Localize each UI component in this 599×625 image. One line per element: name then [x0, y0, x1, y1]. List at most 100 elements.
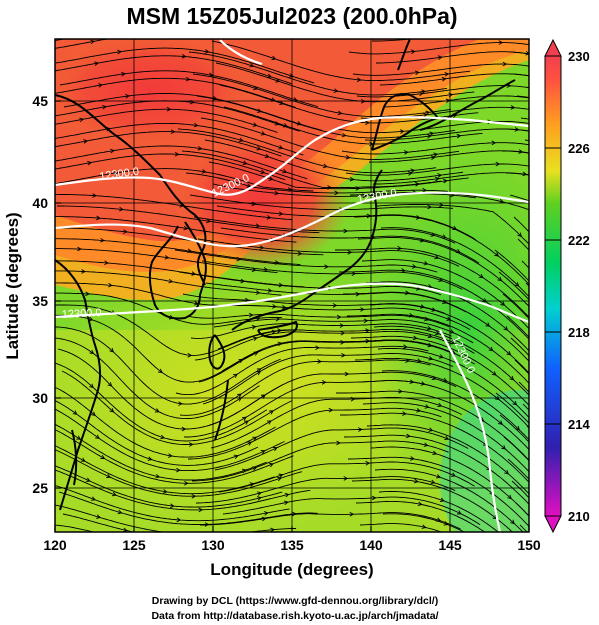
colorbar-label: 214 — [568, 417, 590, 432]
streamline-arrow — [418, 91, 424, 97]
streamline-arrow — [456, 133, 462, 139]
streamline-arrow — [89, 349, 95, 355]
streamline-arrow — [176, 467, 181, 473]
streamline-arrow — [275, 78, 281, 83]
streamline-arrow — [317, 359, 323, 364]
streamline-arrow — [266, 73, 272, 78]
streamline-arrow — [365, 338, 371, 344]
streamline-arrow — [415, 215, 421, 220]
streamline-arrow — [85, 291, 90, 297]
streamline-arrow — [282, 168, 288, 174]
streamline — [351, 478, 514, 532]
streamline-arrow — [428, 356, 434, 361]
streamline — [211, 40, 471, 82]
streamline — [59, 70, 319, 108]
streamline-arrow — [451, 472, 456, 477]
streamline — [189, 194, 454, 211]
streamline-arrow — [419, 237, 425, 243]
streamline-arrow — [238, 137, 244, 143]
streamline-arrow — [398, 389, 403, 394]
streamline-arrow — [336, 314, 342, 320]
streamline-arrow — [514, 282, 520, 287]
streamline — [216, 205, 476, 240]
streamline-arrow — [324, 264, 329, 269]
coast-korea — [148, 221, 207, 320]
streamline — [539, 492, 540, 494]
streamline-arrow — [189, 99, 195, 105]
coast-kyushu — [208, 334, 226, 370]
streamline-arrow — [255, 223, 261, 229]
streamline-arrow — [351, 271, 357, 276]
streamline-arrow — [498, 420, 503, 425]
coast-taiwan — [71, 429, 78, 486]
streamline-arrow — [155, 473, 161, 479]
streamline-arrow — [333, 88, 339, 93]
streamline-arrow — [485, 322, 491, 327]
streamline-arrow — [244, 297, 250, 303]
streamline-arrow — [410, 49, 416, 55]
streamline-arrow — [427, 342, 433, 348]
streamline-arrow — [360, 99, 366, 104]
streamline-arrow — [405, 290, 410, 296]
streamline-arrow — [439, 497, 445, 502]
streamline — [55, 423, 267, 481]
streamline-arrow — [92, 193, 97, 198]
streamline — [55, 304, 298, 356]
streamline — [55, 168, 314, 192]
streamline-arrow — [252, 122, 258, 127]
streamline — [198, 340, 453, 383]
streamline-arrow — [334, 190, 340, 196]
streamline-arrow — [401, 268, 406, 273]
streamline-arrow — [434, 176, 440, 182]
streamline-arrow — [277, 476, 282, 482]
streamline — [190, 323, 452, 339]
streamline — [337, 120, 529, 134]
streamline-arrow — [91, 411, 96, 416]
streamline — [361, 259, 529, 330]
streamline — [55, 400, 259, 466]
streamline-arrow — [422, 112, 428, 118]
streamline-arrow — [424, 404, 430, 409]
streamline-arrow — [321, 380, 327, 385]
streamline-arrow — [435, 330, 440, 336]
streamline — [214, 427, 469, 471]
streamline-arrow — [289, 73, 294, 78]
colorbar-min-triangle — [544, 515, 562, 534]
contour-label: 12300.0 — [99, 166, 140, 183]
streamline-arrow — [80, 457, 86, 462]
streamline — [376, 51, 529, 64]
streamline-arrow — [108, 282, 113, 288]
streamline-arrow — [503, 326, 509, 331]
streamline-arrow — [252, 336, 258, 342]
streamline-arrow — [164, 255, 170, 260]
streamline-arrow — [322, 163, 328, 169]
streamline-arrow — [260, 131, 266, 136]
streamline — [542, 371, 543, 373]
streamline-arrow — [434, 34, 438, 38]
streamline-arrow — [259, 245, 265, 250]
streamline-arrow — [76, 435, 82, 440]
streamline-arrow — [188, 442, 194, 447]
streamline — [519, 524, 528, 532]
streamline-arrow — [414, 70, 420, 76]
streamline-arrow — [344, 371, 350, 377]
streamline-arrow — [272, 447, 278, 452]
streamline-arrow — [452, 225, 458, 230]
streamline-arrow — [430, 155, 436, 160]
streamline-arrow — [409, 456, 415, 461]
streamline-arrow — [242, 160, 248, 165]
streamline-arrow — [498, 40, 504, 45]
streamline — [61, 370, 293, 445]
streamline-arrow — [275, 316, 281, 322]
streamline-arrow — [429, 131, 435, 137]
streamline-arrow — [91, 496, 96, 501]
streamline-arrow — [274, 121, 280, 126]
streamline-arrow — [478, 273, 484, 279]
streamline — [357, 237, 529, 308]
streamline — [531, 448, 535, 453]
streamline-arrow — [251, 201, 257, 207]
lat-tick-label: 35 — [32, 293, 48, 309]
streamline — [521, 260, 529, 269]
coast-ryukyu — [214, 379, 229, 441]
streamline-arrow — [270, 97, 276, 102]
